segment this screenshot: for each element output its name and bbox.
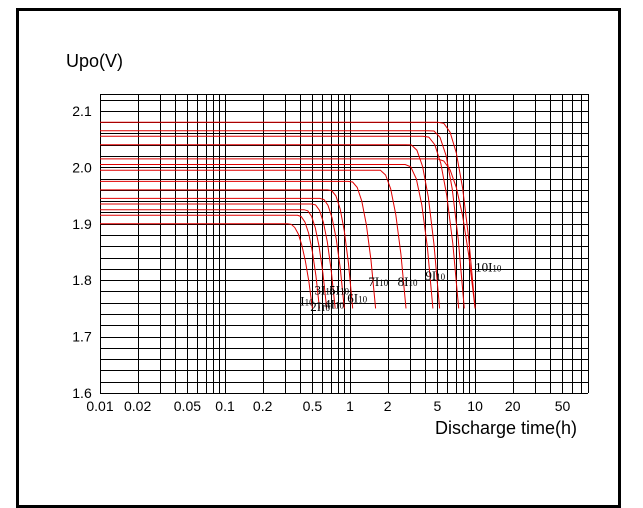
discharge-curve [100, 180, 377, 309]
y-tick-label: 1.8 [72, 272, 92, 288]
y-axis-label: Upo(V) [66, 51, 123, 71]
y-tick-labels: 1.6 1.7 1.8 1.9 2.0 2.1 [72, 103, 92, 401]
x-tick-label: 0.2 [253, 398, 273, 414]
y-tick-label: 2.0 [72, 159, 92, 175]
discharge-curve [100, 203, 336, 309]
x-axis-label: Discharge time(h) [435, 418, 577, 438]
y-tick-label: 1.7 [72, 329, 92, 345]
y-tick-label: 1.6 [72, 385, 92, 401]
series-label: 7I10 [368, 274, 388, 289]
discharge-curve [100, 144, 441, 309]
x-tick-labels: 0.01 0.02 0.05 0.1 0.2 0.5 1 2 5 10 20 50 [86, 398, 570, 414]
x-tick-label: 0.5 [303, 398, 323, 414]
series-label: 8I10 [398, 274, 418, 289]
discharge-curve [100, 158, 476, 309]
discharge-curve [100, 130, 465, 309]
discharge-curve [100, 197, 345, 309]
x-tick-label: 0.01 [86, 398, 113, 414]
series-label: I10 [300, 294, 314, 309]
x-tick-label: 0.05 [174, 398, 201, 414]
y-tick-label: 2.1 [72, 103, 92, 119]
series-label: 5I10 [329, 282, 349, 297]
discharge-curve [100, 169, 407, 309]
discharge-curve [100, 209, 328, 309]
discharge-curve [100, 223, 313, 309]
x-tick-label: 10 [467, 398, 483, 414]
series-label: 2I10 [310, 299, 330, 314]
series-label: 9I10 [425, 268, 445, 283]
x-tick-label: 5 [434, 398, 442, 414]
discharge-curve [100, 214, 320, 309]
series-label: 4I10 [324, 296, 344, 311]
discharge-curve [100, 135, 460, 309]
series-label: 10I10 [475, 260, 502, 275]
curves [100, 121, 476, 309]
discharge-curve [100, 164, 434, 309]
discharge-curve [100, 121, 476, 309]
x-tick-label: 1 [346, 398, 354, 414]
x-tick-label: 2 [384, 398, 392, 414]
grid [100, 94, 589, 394]
series-label: 3I10 [315, 282, 335, 297]
x-tick-label: 20 [505, 398, 521, 414]
series-label: 6I10 [347, 291, 367, 306]
x-tick-label: 0.02 [124, 398, 151, 414]
x-tick-label: 0.1 [215, 398, 235, 414]
discharge-curve [100, 189, 354, 309]
x-tick-label: 50 [555, 398, 571, 414]
y-tick-label: 1.9 [72, 216, 92, 232]
